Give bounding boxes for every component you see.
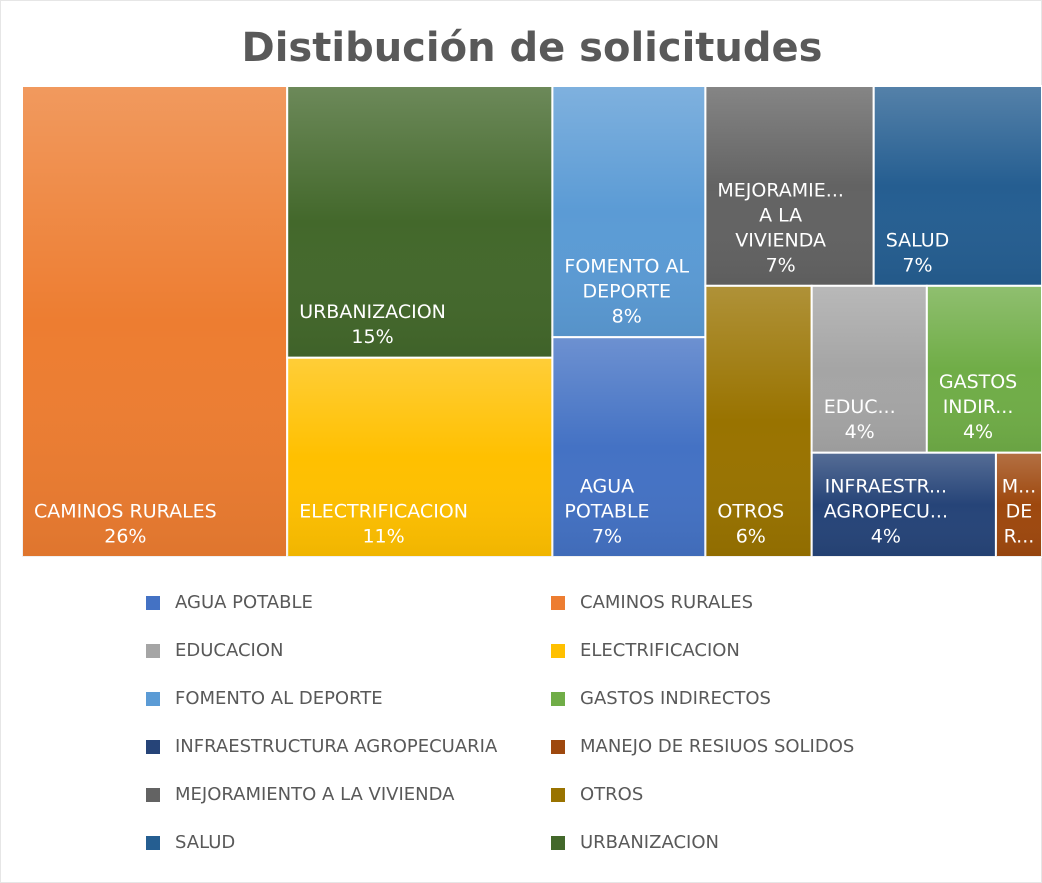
legend-item: GASTOS INDIRECTOS — [551, 688, 771, 709]
legend-swatch — [146, 644, 160, 658]
legend-item: EDUCACION — [146, 640, 283, 661]
tile: SALUD 7% — [872, 85, 1042, 287]
chart-title: Distibución de solicitudes — [242, 25, 823, 71]
tile-label: SALUD — [886, 229, 950, 251]
tile-label: AGUA — [580, 476, 634, 498]
tile-label: MEJORAMIE... — [717, 179, 844, 201]
tile-label: INDIR... — [943, 396, 1014, 418]
legend-swatch — [551, 692, 565, 706]
legend-label: SALUD — [175, 832, 235, 853]
tile-label: 7% — [902, 254, 932, 276]
tile-label: DE — [1006, 501, 1033, 523]
legend-swatch — [146, 788, 160, 802]
tile: GASTOS INDIR... 4% — [925, 284, 1042, 454]
tile: FOMENTO AL DEPORTE 8% — [551, 85, 707, 339]
tile-label: A LA — [759, 204, 802, 226]
tile-label: 15% — [351, 326, 393, 348]
tile-rect — [21, 85, 289, 558]
legend-swatch — [146, 596, 160, 610]
tile: URBANIZACION 15% — [286, 85, 554, 359]
legend-item: MANEJO DE RESIUOS SOLIDOS — [551, 736, 854, 757]
tile-label: 11% — [362, 526, 404, 548]
legend-item: OTROS — [551, 784, 643, 805]
legend-swatch — [146, 836, 160, 850]
tile-label: 7% — [766, 254, 796, 276]
tile-label: 4% — [871, 526, 901, 548]
legend-item: MEJORAMIENTO A LA VIVIENDA — [146, 784, 455, 805]
tile-label: URBANIZACION — [299, 301, 446, 323]
tile-label: 8% — [612, 306, 642, 328]
legend-label: MEJORAMIENTO A LA VIVIENDA — [175, 784, 455, 805]
tile: INFRAESTR... AGROPECU... 4% — [810, 451, 997, 559]
legend-swatch — [551, 740, 565, 754]
tile-label: AGROPECU... — [824, 501, 948, 523]
tile-rect — [286, 356, 554, 558]
tile: MEJORAMIE... A LA VIVIENDA 7% — [704, 85, 875, 287]
legend-label: CAMINOS RURALES — [580, 592, 753, 613]
legend-label: GASTOS INDIRECTOS — [580, 688, 771, 709]
legend-label: AGUA POTABLE — [175, 592, 313, 613]
legend-item: INFRAESTRUCTURA AGROPECUARIA — [146, 736, 498, 757]
tile-label: POTABLE — [564, 501, 649, 523]
tile-label: 7% — [592, 526, 622, 548]
legend-swatch — [551, 788, 565, 802]
tile: CAMINOS RURALES 26% — [21, 85, 289, 558]
legend-item: URBANIZACION — [551, 832, 719, 853]
tile-label: 6% — [736, 526, 766, 548]
legend-label: INFRAESTRUCTURA AGROPECUARIA — [175, 736, 498, 757]
legend-item: CAMINOS RURALES — [551, 592, 753, 613]
legend-item: FOMENTO AL DEPORTE — [146, 688, 383, 709]
tile: AGUA POTABLE 7% — [551, 336, 707, 559]
tile-label: CAMINOS RURALES — [34, 501, 217, 523]
tile-label: R... — [1004, 526, 1035, 548]
legend-item: ELECTRIFICACION — [551, 640, 740, 661]
tile-label: INFRAESTR... — [825, 476, 948, 498]
tile: OTROS 6% — [704, 284, 813, 558]
legend-swatch — [551, 596, 565, 610]
legend-label: URBANIZACION — [580, 832, 719, 853]
tile-label: GASTOS — [939, 371, 1017, 393]
tile-label: EDUC... — [824, 396, 896, 418]
legend-item: AGUA POTABLE — [146, 592, 313, 613]
tile-label: DEPORTE — [583, 281, 671, 303]
tile: M... DE R... — [994, 451, 1042, 559]
tile-label: VIVIENDA — [735, 229, 826, 251]
tile: ELECTRIFICACION 11% — [286, 356, 554, 558]
tile-label: FOMENTO AL — [564, 256, 689, 278]
tile-label: 4% — [845, 421, 875, 443]
tile-label: M... — [1002, 476, 1037, 498]
tile-rect — [551, 336, 707, 559]
legend-swatch — [146, 740, 160, 754]
legend-swatch — [551, 836, 565, 850]
tile-label: ELECTRIFICACION — [299, 501, 468, 523]
tile-label: OTROS — [717, 501, 784, 523]
legend-label: EDUCACION — [175, 640, 283, 661]
tile-label: 26% — [104, 526, 146, 548]
legend-label: OTROS — [580, 784, 643, 805]
legend-swatch — [146, 692, 160, 706]
tile-rect — [872, 85, 1042, 287]
legend-label: MANEJO DE RESIUOS SOLIDOS — [580, 736, 854, 757]
legend-swatch — [551, 644, 565, 658]
legend-label: ELECTRIFICACION — [580, 640, 740, 661]
tile: EDUC... 4% — [810, 284, 928, 454]
tile-label: 4% — [963, 421, 993, 443]
legend-item: SALUD — [146, 832, 235, 853]
legend-label: FOMENTO AL DEPORTE — [175, 688, 383, 709]
